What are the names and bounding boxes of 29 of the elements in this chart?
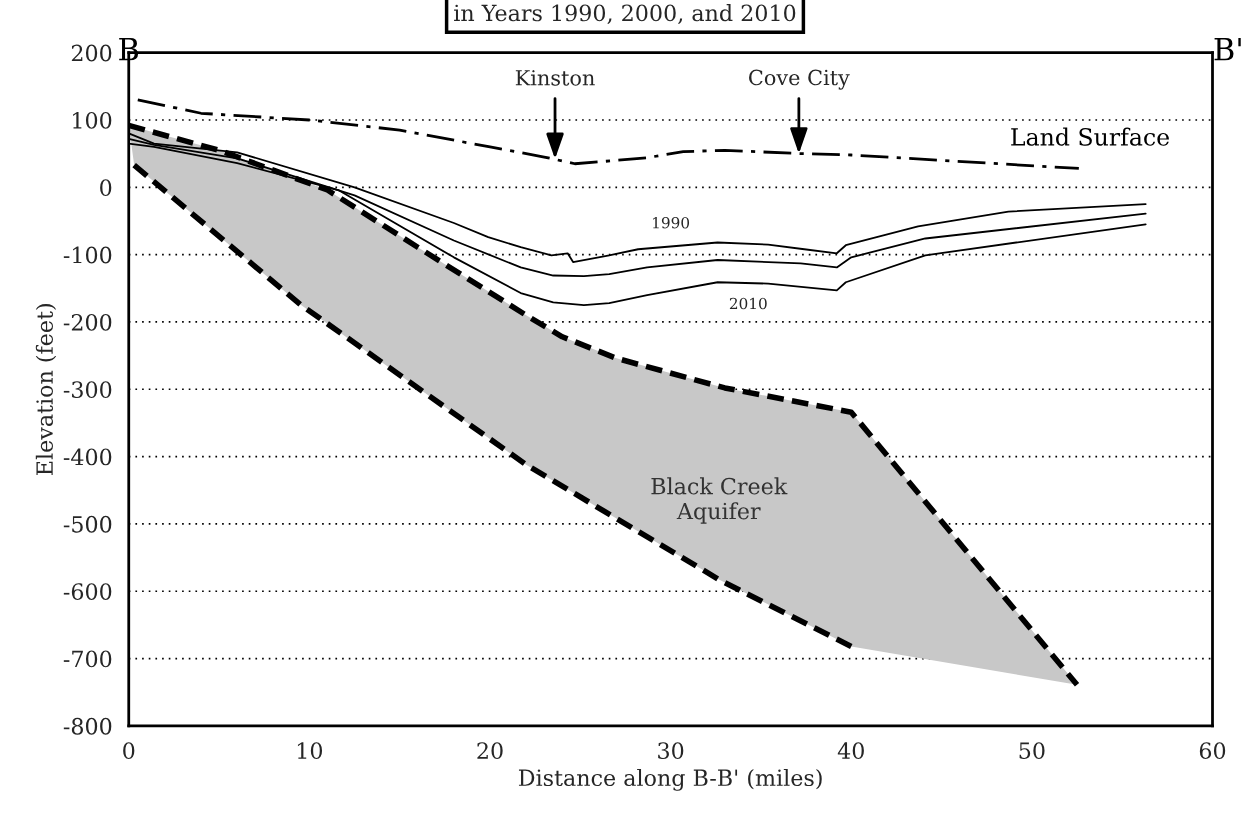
y-tick-label: -700 <box>63 650 112 668</box>
y-tick-label: -600 <box>63 583 112 600</box>
x-tick-label: 60 <box>1199 742 1226 760</box>
x-tick-label: 30 <box>658 742 684 760</box>
annotation: Cove City <box>749 69 850 90</box>
y-tick-label: -200 <box>63 313 112 331</box>
y-tick-label: 0 <box>100 179 112 197</box>
x-tick-label: 10 <box>297 742 323 760</box>
y-tick-label: 200 <box>71 44 112 62</box>
x-axis-title: Distance along B-B' (miles) <box>518 768 822 791</box>
annotation: Kinston <box>515 70 595 86</box>
x-tick-label: 0 <box>123 742 135 760</box>
chart-title: in Years 1990, 2000, and 2010 <box>454 4 796 25</box>
y-axis-title: Elevation (feet) <box>35 304 57 475</box>
annotation: B <box>119 37 139 61</box>
y-tick-label: -300 <box>63 381 112 399</box>
annotation: Black Creek Aquifer <box>651 477 788 524</box>
y-tick-label: -400 <box>63 448 112 466</box>
annotation: 1990 <box>653 216 690 229</box>
y-tick-label: 100 <box>73 111 112 129</box>
text: B' <box>1214 37 1241 61</box>
x-tick-label: 20 <box>477 742 503 760</box>
y-tick-label: -800 <box>63 717 112 735</box>
x-tick-label: 40 <box>837 742 864 760</box>
x-tick-label: 50 <box>1019 742 1045 760</box>
annotation: Land Surface <box>1011 127 1169 146</box>
annotation: 2010 <box>729 297 767 310</box>
y-tick-label: -500 <box>63 515 112 533</box>
y-tick-label: -100 <box>63 246 112 264</box>
